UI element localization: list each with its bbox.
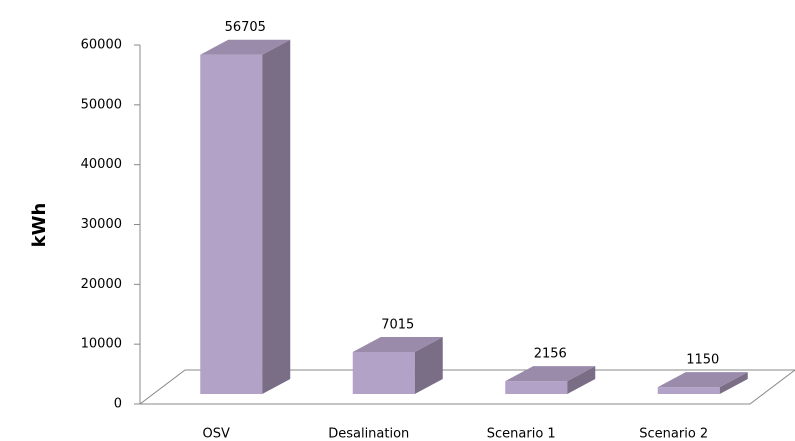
bar bbox=[657, 372, 748, 394]
y-tick-label: 60000 bbox=[81, 38, 122, 53]
x-tick-label: Scenario 1 bbox=[487, 427, 556, 441]
bar-front bbox=[505, 381, 568, 394]
bar-side bbox=[262, 39, 291, 394]
bar bbox=[505, 366, 596, 394]
floor bbox=[138, 369, 795, 405]
value-label: 56705 bbox=[225, 20, 266, 35]
x-tick-label: OSV bbox=[203, 427, 230, 441]
x-tick-label: Desalination bbox=[328, 427, 409, 441]
y-tick-label: 0 bbox=[114, 397, 122, 412]
y-tick-label: 50000 bbox=[81, 97, 122, 112]
y-tick-label: 30000 bbox=[81, 217, 122, 232]
y-tick-label: 20000 bbox=[81, 277, 122, 292]
bar-top bbox=[657, 372, 748, 388]
bar-top bbox=[200, 39, 291, 55]
bar-top bbox=[505, 366, 596, 382]
y-tick-label: 40000 bbox=[81, 157, 122, 172]
bar-side bbox=[414, 337, 443, 394]
bar bbox=[352, 337, 443, 394]
bar-side bbox=[567, 366, 596, 394]
bar-front bbox=[200, 54, 263, 394]
x-tick-label: Scenario 2 bbox=[639, 427, 708, 441]
value-label: 1150 bbox=[686, 353, 719, 368]
y-axis-label: kWh bbox=[29, 203, 50, 248]
value-label: 7015 bbox=[381, 318, 414, 333]
bar-side bbox=[719, 372, 748, 394]
bar bbox=[200, 39, 291, 394]
y-tick-label: 10000 bbox=[81, 337, 122, 352]
bar-front bbox=[657, 387, 720, 394]
bar-front bbox=[352, 352, 415, 394]
bar-top bbox=[352, 337, 443, 353]
value-label: 2156 bbox=[534, 347, 567, 362]
